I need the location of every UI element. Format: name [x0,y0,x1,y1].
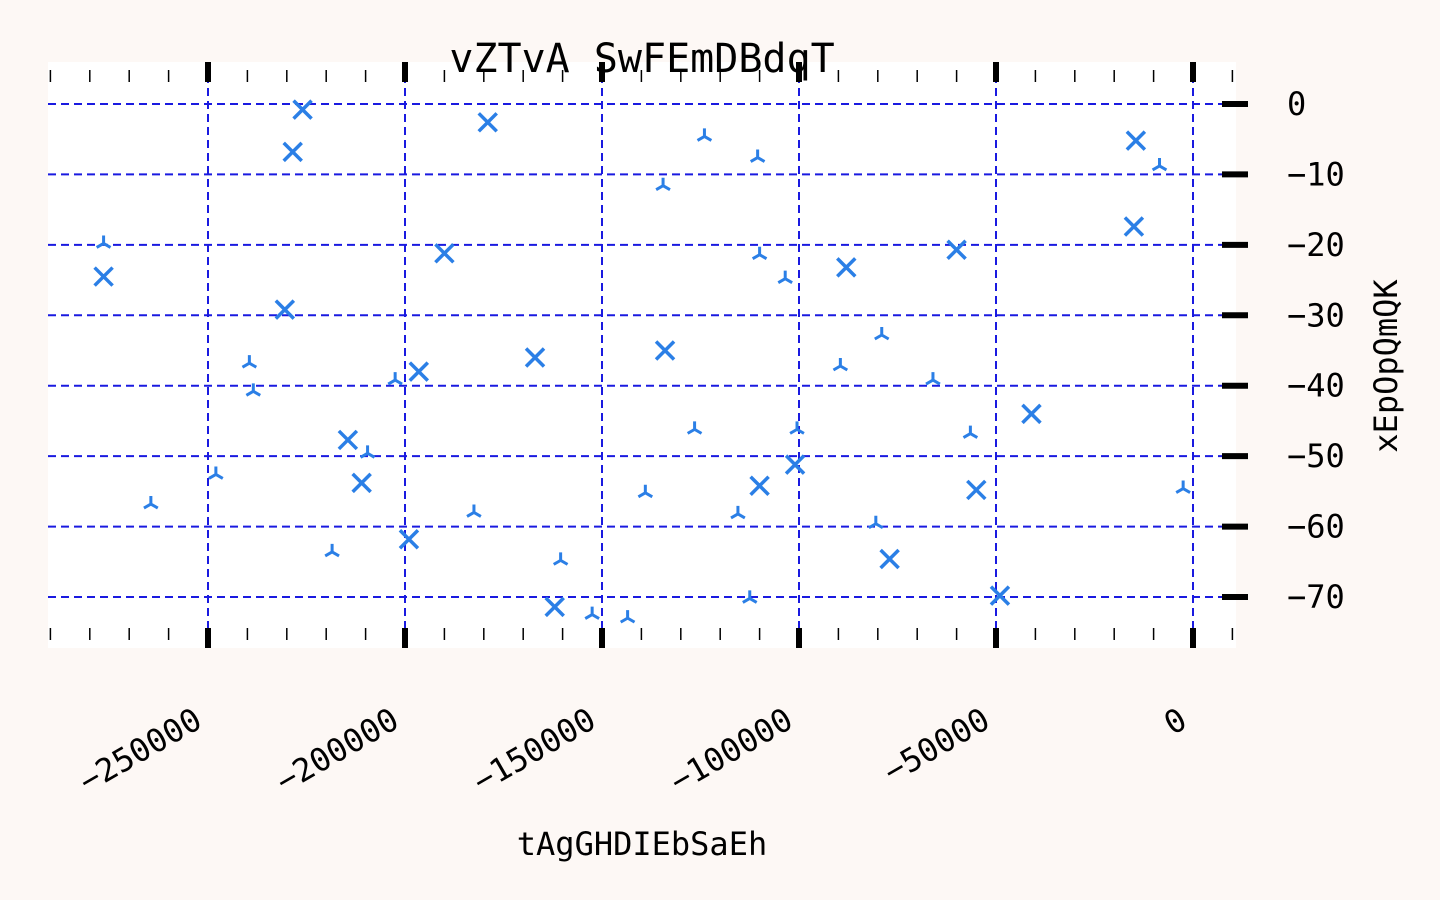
x-marker [784,454,806,475]
x-axis-label: tAgGHDIEbSaEh [517,825,767,863]
x-marker [836,257,857,278]
tri-marker [868,515,884,530]
y-tick-label: 0 [1287,85,1306,123]
x-marker [544,596,565,618]
x-marker [408,361,430,382]
tri-marker [241,355,258,369]
x-marker [524,347,546,368]
x-marker [989,585,1011,606]
y-tick-label: −60 [1287,508,1345,546]
x-marker [654,340,676,361]
tri-marker [962,425,979,439]
tri-marker [655,177,671,191]
tri-marker [466,504,482,518]
y-tick-label: −10 [1287,155,1345,193]
x-marker [434,243,455,264]
y-tick-label: −50 [1287,437,1345,475]
tri-marker [637,484,654,499]
data-points [93,99,1191,624]
tri-marker [686,421,703,435]
x-tick-label: 0 [1157,700,1193,743]
y-tick-label: −30 [1287,296,1345,334]
x-tick-label: −50000 [877,700,996,791]
tri-marker [359,445,376,459]
x-marker [1125,130,1147,151]
x-marker [477,112,498,133]
tri-marker [245,383,261,397]
x-tick-label: −200000 [269,700,405,800]
tri-marker [1151,157,1168,172]
tri-marker [730,505,746,520]
x-marker [1123,216,1145,237]
tri-marker [742,590,758,604]
x-marker [879,548,900,570]
x-marker [398,529,420,550]
tri-marker [832,357,849,372]
tri-marker [749,149,766,163]
tri-marker [208,466,224,480]
tri-marker [789,421,805,435]
tri-marker [584,606,600,620]
tri-marker [324,543,340,558]
tri-marker [143,496,159,510]
x-tick-label: −250000 [72,700,208,800]
x-marker [282,141,303,163]
x-marker [337,429,359,451]
tri-marker [751,246,768,261]
tri-marker [777,270,793,284]
tri-marker [925,372,941,386]
plot-area [48,62,1236,648]
tri-marker [619,610,636,624]
tri-marker [95,235,112,249]
x-marker [93,266,114,287]
x-marker [1021,403,1042,425]
x-tick-label: −100000 [663,700,799,800]
tri-marker [874,327,890,341]
y-tick-label: −70 [1287,578,1345,616]
tri-marker [387,372,403,386]
x-marker [351,472,372,494]
y-tick-label: −40 [1287,367,1345,405]
x-marker [274,299,296,320]
grid-lines [48,62,1236,648]
x-marker [946,239,967,261]
x-marker [292,99,313,120]
x-marker [966,479,987,501]
x-tick-label: −150000 [466,700,602,800]
axis-ticks [49,62,1248,648]
tri-marker [696,128,713,142]
y-axis-label: xEpOpQmQK [1367,279,1405,453]
tri-marker [1175,480,1191,494]
y-tick-label: −20 [1287,226,1345,264]
chart-title: vZTvA SwFEmDBdqT [449,36,834,82]
x-marker [749,475,770,496]
tri-marker [552,552,569,566]
